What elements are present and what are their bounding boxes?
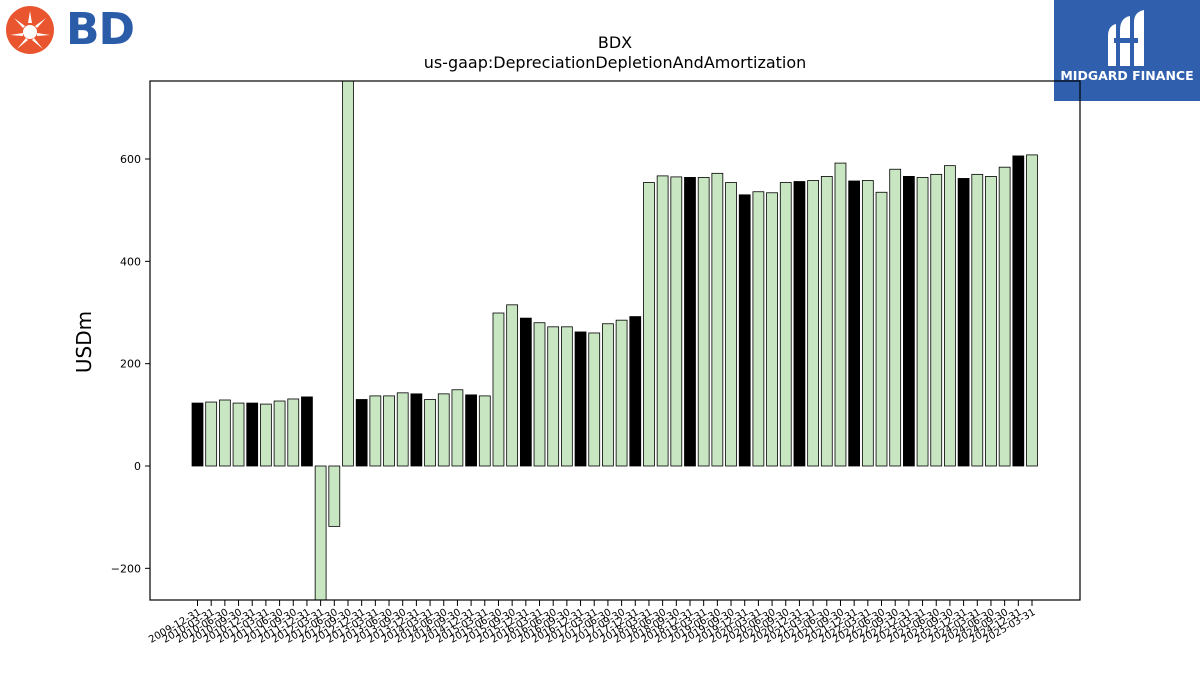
y-tick-label: 400 [120,255,141,268]
bar-2012-12-31 [355,399,368,467]
bar-2014-03-31 [424,399,436,467]
bar-2011-12-31 [301,396,313,467]
bar-2019-12-31 [738,194,751,467]
y-tick-label: 600 [120,153,141,166]
bar-2021-06-30 [820,175,833,467]
midgard-mark-icon [1108,10,1144,66]
chart-subtitle: us-gaap:DepreciationDepletionAndAmortiza… [424,53,807,72]
bar-2014-09-30 [451,389,464,467]
bar-2012-06-30 [328,465,341,527]
bar-2022-03-31 [861,180,874,467]
bar-2020-09-30 [779,182,792,467]
bar-2022-12-31 [903,175,915,467]
bar-2013-03-31 [369,395,382,467]
bd-logo-text: BD [66,4,135,55]
bar-2017-09-30 [615,319,628,467]
bar-2015-09-30 [506,304,519,467]
y-tick-label: 200 [120,358,141,371]
bar-2016-06-30 [547,326,560,467]
bar-2012-09-30 [342,81,354,467]
bar-2023-12-31 [957,178,970,467]
bar-2021-09-30 [834,162,847,467]
bar-2018-06-30 [656,175,669,467]
bar-2014-12-31 [465,394,477,467]
bar-2018-09-30 [670,176,683,467]
bar-2011-03-31 [260,403,272,467]
bar-2017-12-31 [629,316,642,467]
bar-2010-06-30 [218,399,231,467]
bar-2019-09-30 [725,182,737,467]
bar-2016-09-30 [560,326,573,467]
y-tick-label: 0 [134,460,141,473]
bar-2020-03-31 [752,191,765,467]
bar-2018-12-31 [684,177,696,467]
bar-2023-03-31 [916,177,929,467]
x-axis: 2009-12-312010-03-312010-06-302010-09-30… [147,600,1038,646]
bars [191,81,1038,600]
bar-2024-06-30 [985,175,997,467]
bar-2019-03-31 [697,177,710,467]
bar-2023-06-30 [930,173,943,467]
bar-2020-06-30 [766,192,778,467]
bar-2015-12-31 [519,317,532,467]
bar-2019-06-30 [711,172,724,467]
bd-logo-mark-icon [6,6,54,54]
bar-2013-09-30 [396,392,409,467]
bar-2021-03-31 [807,180,819,467]
bar-2011-09-30 [287,398,300,467]
bar-2010-12-31 [246,402,259,467]
bar-2024-03-31 [971,173,984,467]
bar-2014-06-30 [437,393,450,467]
bar-2010-03-31 [205,401,218,467]
y-axis-label: USDm [72,311,96,373]
bar-2023-09-30 [944,165,956,467]
bar-2025-03-31 [1026,154,1038,467]
bar-2009-12-31 [191,402,204,467]
bar-2010-09-30 [232,402,245,467]
bar-2017-03-31 [588,332,601,467]
bar-2017-06-30 [602,323,614,467]
bar-2024-12-31 [1012,155,1025,467]
bar-2011-06-30 [273,400,286,467]
midgard-logo-text: MIDGARD FINANCE [1060,68,1194,83]
bar-2016-12-31 [574,331,587,467]
midgard-finance-logo: MIDGARD FINANCE [1054,0,1200,101]
bar-2012-03-31 [314,465,327,600]
bar-2018-03-31 [643,182,655,467]
bar-2015-03-31 [478,395,491,467]
bar-2016-03-31 [533,322,546,467]
bar-2024-09-30 [998,166,1011,467]
bar-2020-12-31 [793,181,806,467]
chart-title: BDX [598,33,632,52]
bar-2013-06-30 [383,395,395,467]
bar-2022-06-30 [875,191,888,467]
bar-2013-12-31 [410,393,423,467]
bar-2021-12-31 [848,180,861,467]
plot-frame [149,80,1081,601]
bd-logo: BD [5,5,140,55]
bar-2015-06-30 [492,312,505,467]
y-tick-label: −200 [111,562,141,575]
bar-2022-09-30 [889,168,902,467]
y-axis: −200 0 200 400 600 [111,153,150,575]
